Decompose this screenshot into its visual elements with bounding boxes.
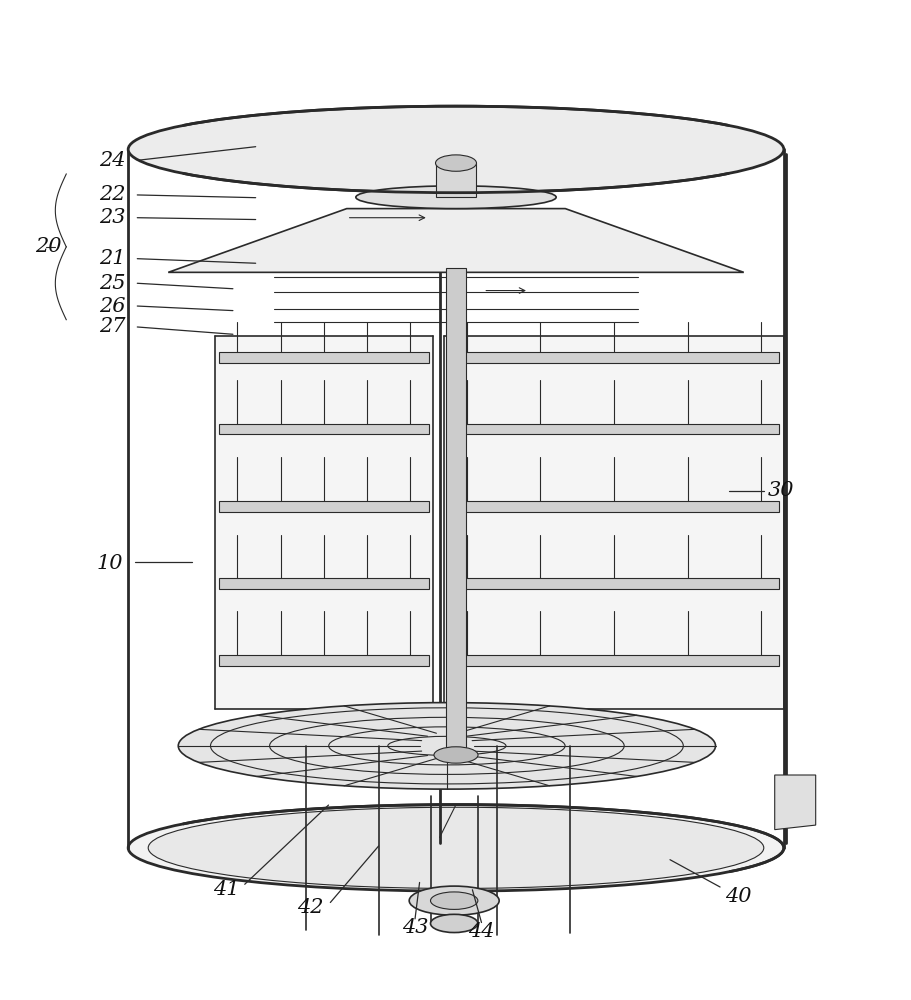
Ellipse shape <box>128 805 783 891</box>
Ellipse shape <box>430 892 477 909</box>
Polygon shape <box>448 424 778 434</box>
Polygon shape <box>219 352 428 363</box>
Ellipse shape <box>228 131 683 186</box>
Text: 27: 27 <box>99 317 126 336</box>
Text: 44: 44 <box>467 922 494 941</box>
Text: 26: 26 <box>99 297 126 316</box>
Ellipse shape <box>409 886 498 915</box>
Ellipse shape <box>200 113 711 149</box>
Polygon shape <box>168 209 743 272</box>
Ellipse shape <box>435 155 476 171</box>
Text: 25: 25 <box>99 274 126 293</box>
Polygon shape <box>214 336 433 709</box>
Ellipse shape <box>128 106 783 193</box>
Polygon shape <box>773 775 814 830</box>
Polygon shape <box>219 655 428 666</box>
Text: 10: 10 <box>97 554 123 573</box>
Text: 21: 21 <box>99 249 126 268</box>
Ellipse shape <box>148 807 763 888</box>
Ellipse shape <box>430 914 477 933</box>
Polygon shape <box>448 352 778 363</box>
Polygon shape <box>448 655 778 666</box>
Text: 22: 22 <box>99 185 126 204</box>
Polygon shape <box>448 578 778 589</box>
Polygon shape <box>219 424 428 434</box>
Polygon shape <box>219 501 428 512</box>
Text: 40: 40 <box>724 887 751 906</box>
Text: 41: 41 <box>212 880 239 899</box>
Polygon shape <box>448 501 778 512</box>
Polygon shape <box>444 336 783 709</box>
Polygon shape <box>219 578 428 589</box>
Ellipse shape <box>178 703 715 789</box>
Text: 23: 23 <box>99 208 126 227</box>
Polygon shape <box>435 163 476 197</box>
Polygon shape <box>445 268 466 755</box>
Text: 30: 30 <box>766 481 793 500</box>
Text: 20: 20 <box>36 237 62 256</box>
Text: 24: 24 <box>99 151 126 170</box>
Text: 42: 42 <box>296 898 322 917</box>
Text: 43: 43 <box>402 918 428 937</box>
Ellipse shape <box>355 186 556 209</box>
Ellipse shape <box>434 747 477 763</box>
